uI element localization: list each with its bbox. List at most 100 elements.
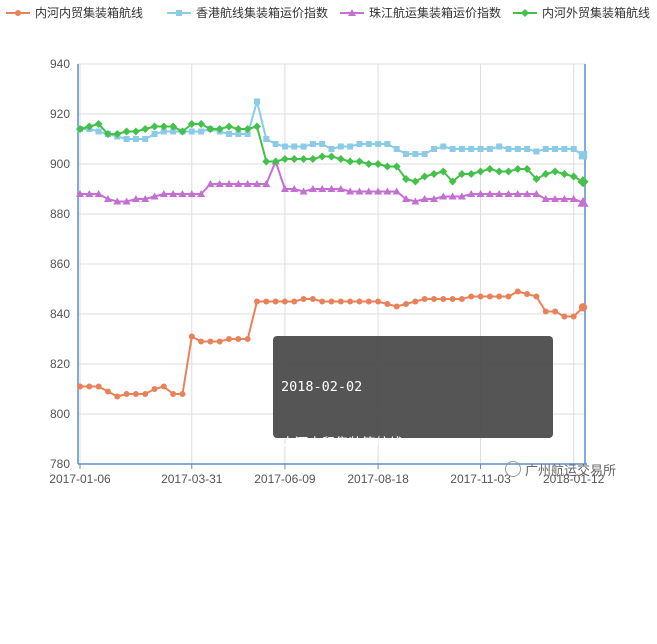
data-point bbox=[318, 152, 327, 161]
data-point bbox=[300, 296, 307, 302]
data-point bbox=[541, 170, 550, 178]
data-point bbox=[280, 155, 289, 163]
data-point bbox=[533, 148, 540, 155]
data-point bbox=[198, 338, 205, 345]
data-point bbox=[532, 190, 541, 197]
data-point bbox=[336, 185, 345, 192]
data-point bbox=[505, 146, 512, 152]
data-point bbox=[169, 190, 178, 197]
data-point bbox=[309, 296, 316, 302]
data-point bbox=[560, 195, 569, 202]
data-point bbox=[178, 127, 187, 136]
data-point bbox=[561, 313, 568, 320]
data-point bbox=[477, 146, 484, 152]
data-point bbox=[468, 293, 475, 300]
data-point bbox=[215, 125, 224, 133]
data-point bbox=[113, 197, 122, 205]
y-tick-label: 880 bbox=[50, 207, 70, 221]
data-point bbox=[467, 170, 476, 178]
data-point bbox=[95, 383, 102, 390]
data-point bbox=[347, 298, 354, 305]
data-point bbox=[569, 195, 578, 202]
data-point bbox=[308, 155, 317, 163]
data-point bbox=[226, 131, 233, 137]
data-point bbox=[299, 155, 308, 163]
data-point bbox=[504, 167, 513, 176]
legend-label: 香港航线集装箱运价指数 bbox=[196, 5, 328, 20]
data-point bbox=[560, 170, 569, 178]
data-point bbox=[159, 122, 168, 131]
data-point bbox=[176, 10, 182, 16]
data-point bbox=[290, 185, 299, 192]
data-point bbox=[131, 195, 140, 202]
data-point bbox=[346, 157, 355, 166]
data-point bbox=[299, 187, 308, 195]
data-point bbox=[141, 195, 150, 202]
data-point bbox=[403, 301, 410, 307]
data-point bbox=[263, 298, 270, 305]
data-point bbox=[86, 383, 93, 390]
data-point bbox=[429, 195, 438, 202]
data-point bbox=[215, 180, 224, 187]
data-point bbox=[476, 190, 485, 197]
data-point bbox=[364, 160, 373, 168]
data-point bbox=[393, 303, 400, 310]
legend-label: 珠江航运集装箱运价指数 bbox=[369, 5, 501, 20]
data-point bbox=[337, 143, 344, 150]
data-point bbox=[420, 172, 429, 181]
data-point bbox=[336, 155, 345, 163]
data-point bbox=[94, 190, 103, 197]
data-point bbox=[523, 165, 532, 173]
data-point bbox=[179, 391, 186, 397]
data-point bbox=[85, 122, 94, 131]
data-point bbox=[448, 192, 457, 200]
data-point bbox=[234, 125, 243, 133]
data-point bbox=[578, 303, 588, 312]
data-point bbox=[309, 141, 316, 147]
data-point bbox=[113, 130, 122, 138]
data-point bbox=[439, 167, 448, 176]
x-tick-label: 2017-06-09 bbox=[254, 472, 316, 486]
data-point bbox=[578, 151, 588, 160]
tooltip-line-1: 内河内贸集装箱航线 : 842.66 bbox=[281, 436, 476, 452]
data-point bbox=[524, 146, 531, 152]
data-point bbox=[384, 141, 391, 147]
data-point bbox=[542, 146, 549, 152]
data-point bbox=[577, 196, 589, 207]
data-point bbox=[243, 125, 252, 133]
data-point bbox=[15, 10, 21, 16]
data-point bbox=[206, 125, 215, 133]
data-point bbox=[495, 190, 504, 197]
legend-item-1: 内河内贸集装箱航线 bbox=[6, 5, 143, 20]
data-point bbox=[150, 122, 159, 131]
tooltip-date: 2018-02-02 bbox=[281, 379, 363, 395]
data-point bbox=[76, 125, 84, 133]
data-point bbox=[448, 177, 457, 186]
y-tick-label: 940 bbox=[50, 57, 70, 71]
data-point bbox=[457, 192, 466, 200]
data-point bbox=[467, 190, 476, 197]
data-point bbox=[485, 190, 494, 197]
y-tick-label: 860 bbox=[50, 257, 70, 271]
data-point bbox=[458, 296, 465, 302]
data-point bbox=[384, 301, 391, 307]
data-point bbox=[244, 131, 251, 137]
data-point bbox=[375, 141, 382, 147]
data-point bbox=[348, 9, 356, 16]
data-point bbox=[252, 180, 261, 187]
data-point bbox=[262, 157, 271, 166]
data-point bbox=[523, 190, 532, 197]
data-point bbox=[327, 185, 336, 192]
tooltip-line-2: 香港航线集装箱运价指数 : 903.49 bbox=[281, 493, 503, 509]
data-point bbox=[178, 190, 187, 197]
data-point bbox=[225, 180, 234, 187]
legend-label: 内河外贸集装箱航线 bbox=[542, 5, 650, 20]
data-point bbox=[412, 298, 419, 305]
data-point bbox=[570, 313, 577, 320]
data-point bbox=[420, 195, 429, 202]
data-point bbox=[403, 151, 410, 157]
data-point bbox=[151, 131, 158, 137]
data-point bbox=[226, 336, 233, 342]
data-point bbox=[291, 143, 298, 150]
data-point bbox=[495, 167, 504, 176]
